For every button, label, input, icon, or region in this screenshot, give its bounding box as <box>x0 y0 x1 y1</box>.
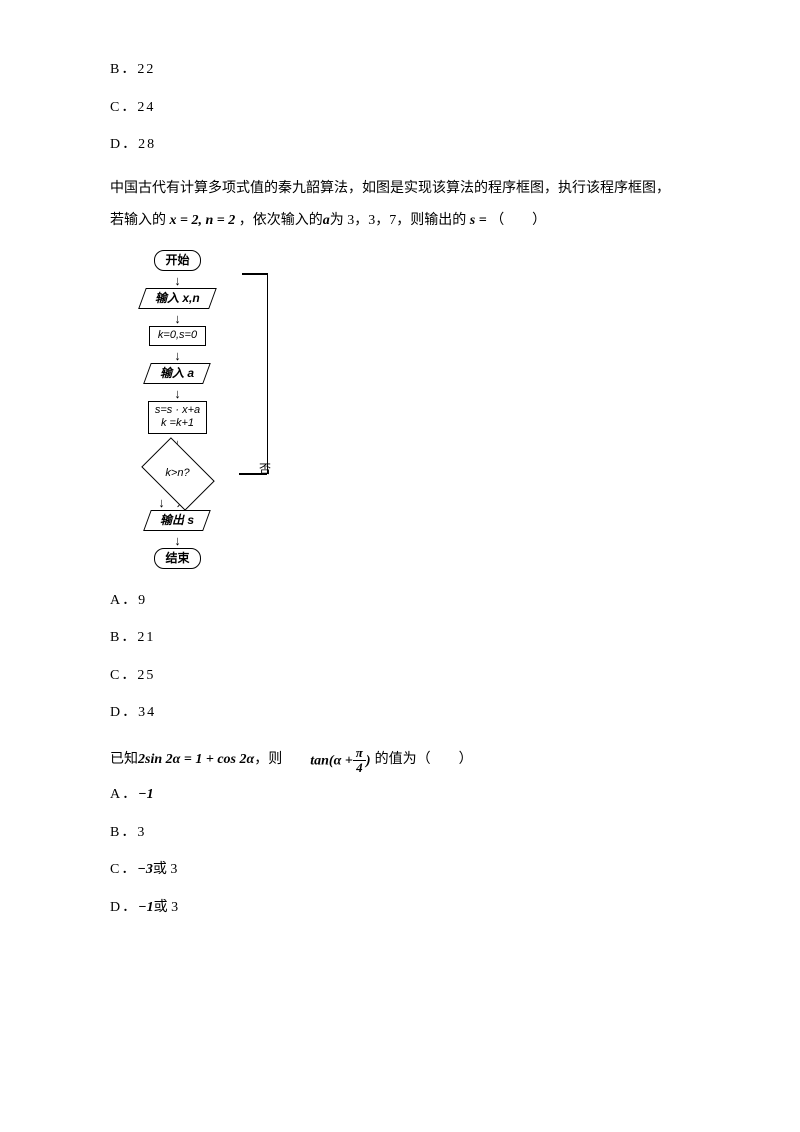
loop-line <box>267 273 269 474</box>
opt-text: D．34 <box>110 705 156 720</box>
q1-option-d[interactable]: D．28 <box>110 135 690 155</box>
opt-prefix: D． <box>110 900 138 915</box>
flow-output: 输出 s <box>144 510 212 531</box>
opt-post: 或 3 <box>153 862 178 877</box>
opt-text: C．24 <box>110 100 155 115</box>
arrow-down-icon: ↓ <box>110 388 245 399</box>
opt-text: B．21 <box>110 630 155 645</box>
arrow-down-icon: ↓ <box>110 275 245 286</box>
proc-line1: s=s · x+a <box>155 404 200 418</box>
math-eq: 2sin 2α = 1 + cos 2α <box>138 752 254 769</box>
opt-text: A．9 <box>110 593 147 608</box>
arrow-down-icon: ↓ <box>110 535 245 546</box>
q3-option-c[interactable]: C．−3或 3 <box>110 860 690 880</box>
cond-text: k>n? <box>165 466 189 481</box>
opt-post: 或 3 <box>154 900 179 915</box>
no-label: 否 <box>259 461 271 478</box>
q1-option-b[interactable]: B．22 <box>110 60 690 80</box>
q2-stem-line2: 若输入的 x = 2, n = 2 ，依次输入的a为 3，3，7，则输出的 s … <box>110 209 690 233</box>
opt-text: C．25 <box>110 668 155 683</box>
flow-start: 开始 <box>154 250 200 271</box>
opt-val: −1 <box>138 900 153 915</box>
q2-stem-line1: 中国古代有计算多项式值的秦九韶算法，如图是实现该算法的程序框图，执行该程序框图， <box>110 177 690 201</box>
flow-input-xn: 输入 x,n <box>138 288 216 309</box>
math-s: s = <box>470 213 487 228</box>
q2-option-a[interactable]: A．9 <box>110 591 690 611</box>
text: 若输入的 <box>110 213 170 228</box>
text: 为 3，3，7，则输出的 <box>330 213 470 228</box>
opt-val: −1 <box>138 787 153 802</box>
opt-prefix: A． <box>110 787 138 802</box>
math-xn: x = 2, n = 2 <box>170 213 236 228</box>
q1-option-c[interactable]: C．24 <box>110 98 690 118</box>
opt-val: −3 <box>137 862 152 877</box>
math-tan: tan(α +π4) <box>310 747 370 775</box>
math-a: a <box>323 213 330 228</box>
proc-line2: k =k+1 <box>155 417 200 431</box>
flow-process: s=s · x+a k =k+1 <box>148 401 207 435</box>
text: ，则 <box>254 752 282 769</box>
text: ，依次输入的 <box>235 213 323 228</box>
text: （ ） <box>487 213 547 228</box>
q3-stem: 已知 2sin 2α = 1 + cos 2α ，则 tan(α +π4) 的值… <box>110 741 690 769</box>
loop-line <box>239 473 267 475</box>
text: 已知 <box>110 752 138 769</box>
q3-option-d[interactable]: D．−1或 3 <box>110 898 690 918</box>
q3-option-a[interactable]: A．−1 <box>110 785 690 805</box>
loop-line <box>242 273 268 275</box>
q2-option-c[interactable]: C．25 <box>110 666 690 686</box>
arrow-down-icon: ↓ <box>110 350 245 361</box>
arrow-down-icon: ↓ <box>110 313 245 324</box>
q2-option-d[interactable]: D．34 <box>110 703 690 723</box>
q2-option-b[interactable]: B．21 <box>110 628 690 648</box>
flowchart: 开始 ↓ 输入 x,n ↓ k=0,s=0 ↓ 输入 a ↓ s=s · x+a… <box>110 250 245 568</box>
text: 的值为（ ） <box>375 752 473 769</box>
flow-init: k=0,s=0 <box>149 326 206 346</box>
flow-end: 结束 <box>154 548 200 569</box>
flow-decision: k>n? 否 <box>110 451 245 497</box>
opt-prefix: C． <box>110 862 137 877</box>
flow-input-a: 输入 a <box>144 363 212 384</box>
opt-text: D．28 <box>110 137 156 152</box>
opt-text: B．3 <box>110 825 146 840</box>
q3-option-b[interactable]: B．3 <box>110 823 690 843</box>
opt-text: B．22 <box>110 62 155 77</box>
